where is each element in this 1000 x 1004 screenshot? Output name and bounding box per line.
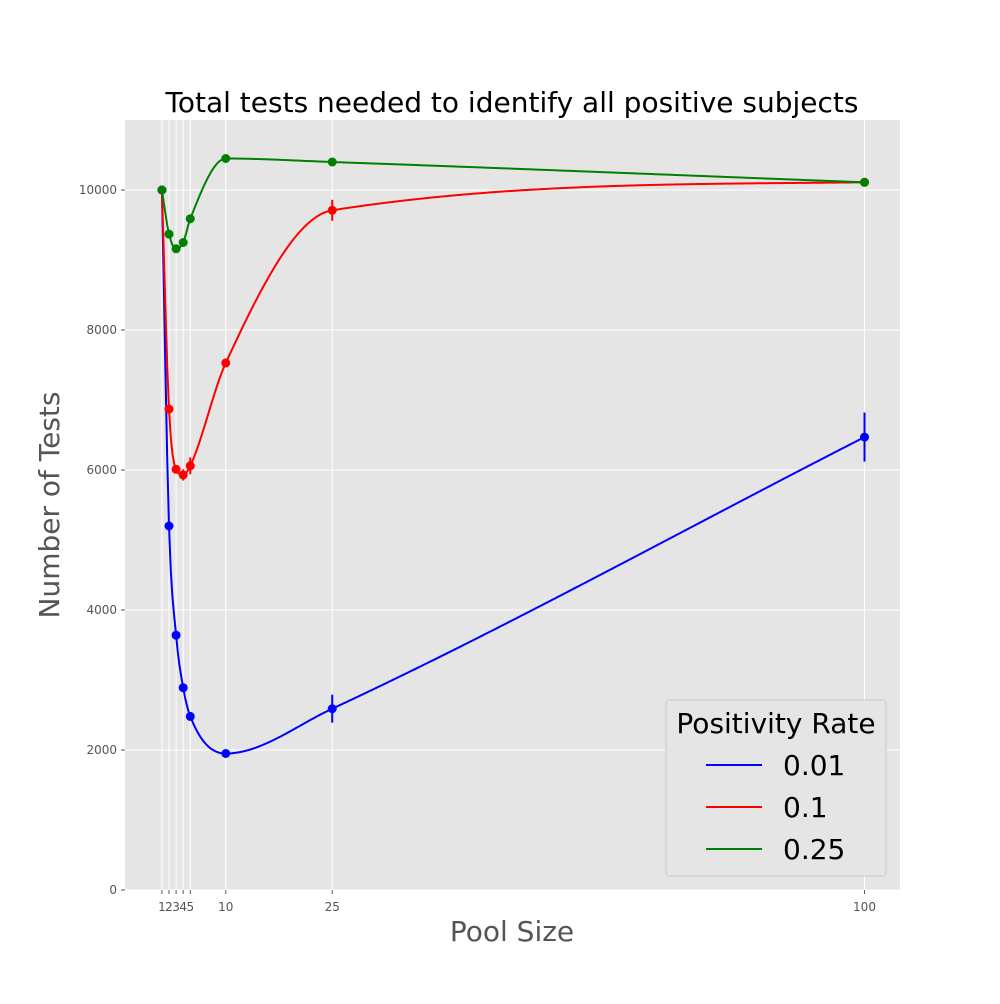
data-point bbox=[178, 238, 188, 247]
data-point bbox=[860, 432, 870, 442]
series-line bbox=[160, 157, 865, 250]
axis-ticks: 1 2 3 4 5 10 25 100 0 2000 4000 6000 8000 10000 bbox=[79, 183, 876, 914]
data-point bbox=[221, 358, 231, 368]
legend-box bbox=[665, 699, 887, 877]
y-tick-label: 4000 bbox=[86, 603, 117, 617]
data-point bbox=[171, 244, 181, 254]
series-0_01 bbox=[157, 185, 870, 758]
data-point bbox=[157, 185, 167, 195]
y-axis-label: Number of Tests bbox=[33, 392, 66, 619]
x-tick-label: 25 bbox=[325, 900, 340, 914]
legend-items: 0.01 0.1 0.25 bbox=[706, 749, 845, 866]
x-tick-label: 1 bbox=[158, 900, 166, 914]
data-point bbox=[164, 521, 174, 531]
data-point bbox=[327, 704, 337, 714]
legend-item: 0.1 bbox=[706, 791, 828, 824]
y-tick-label: 2000 bbox=[86, 743, 117, 757]
data-point bbox=[164, 229, 174, 239]
data-point bbox=[185, 711, 195, 721]
data-point bbox=[178, 683, 188, 693]
legend-item: 0.01 bbox=[706, 749, 845, 782]
y-tick-label: 8000 bbox=[86, 323, 117, 337]
x-tick-label: 3 bbox=[172, 900, 180, 914]
data-point bbox=[221, 154, 231, 163]
series-group bbox=[157, 154, 870, 758]
data-point bbox=[860, 177, 870, 187]
series-line bbox=[160, 189, 865, 755]
x-tick-label: 4 bbox=[179, 900, 187, 914]
x-tick-label: 100 bbox=[853, 900, 876, 914]
legend-item: 0.25 bbox=[706, 833, 845, 866]
x-axis-label: Pool Size bbox=[450, 915, 574, 948]
series-line bbox=[160, 181, 865, 476]
data-point bbox=[327, 205, 337, 215]
x-tick-label: 5 bbox=[186, 900, 194, 914]
x-tick-label: 2 bbox=[165, 900, 173, 914]
legend: Positivity Rate 0.01 0.1 0.25 bbox=[665, 699, 887, 877]
data-point bbox=[185, 214, 195, 224]
data-point bbox=[221, 749, 231, 758]
y-tick-label: 0 bbox=[109, 883, 117, 897]
data-point bbox=[171, 630, 181, 640]
chart-title: Total tests needed to identify all posit… bbox=[165, 86, 859, 119]
data-point bbox=[164, 404, 174, 414]
x-tick-label: 10 bbox=[218, 900, 233, 914]
y-tick-label: 10000 bbox=[79, 183, 117, 197]
legend-label: 0.01 bbox=[783, 749, 845, 782]
data-point bbox=[178, 470, 188, 480]
data-point bbox=[327, 157, 337, 167]
legend-label: 0.25 bbox=[783, 833, 845, 866]
legend-label: 0.1 bbox=[783, 791, 828, 824]
data-point bbox=[185, 461, 195, 471]
data-point bbox=[171, 464, 181, 474]
series-0_25 bbox=[157, 154, 870, 254]
legend-title: Positivity Rate bbox=[676, 707, 875, 740]
y-tick-label: 6000 bbox=[86, 463, 117, 477]
